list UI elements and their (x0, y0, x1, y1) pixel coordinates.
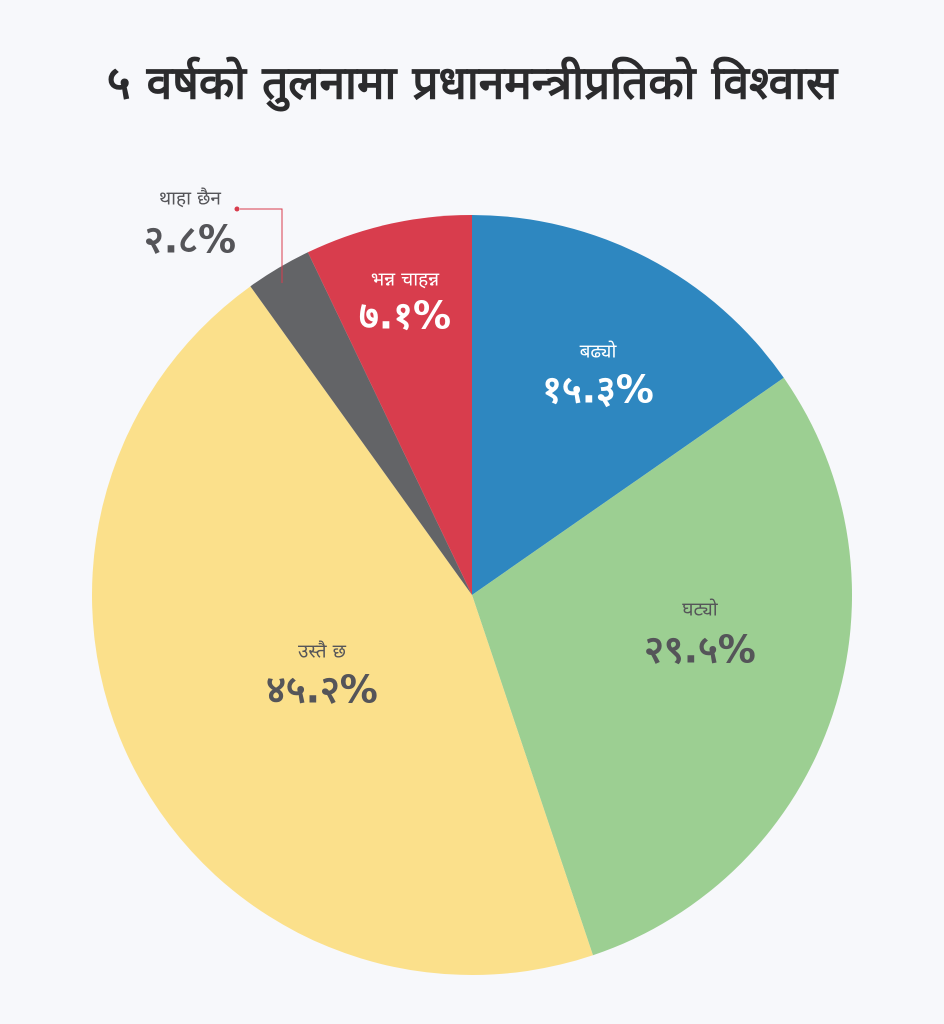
value-label: २९.५% (644, 628, 756, 672)
value-label: २.८% (144, 218, 236, 262)
slice-name: भन्न चाहन्न (371, 269, 440, 291)
leader-line (240, 208, 283, 283)
leader-dot (234, 206, 240, 212)
pie-slice (472, 215, 784, 595)
slice-name: उस्तै छ (298, 640, 347, 663)
value-label: १५.३% (542, 368, 654, 412)
chart-title: ५ वर्षको तुलनामा प्रधानमन्त्रीप्रतिको वि… (107, 56, 839, 113)
slice-name: बढ्यो (580, 340, 618, 363)
slice-name: घट्यो (682, 598, 719, 621)
pie-slice (472, 377, 852, 956)
value-label: ७.१% (359, 294, 451, 338)
pie (91, 215, 852, 976)
pie-slice (91, 286, 593, 976)
pie-slice (307, 215, 472, 595)
slice-name: थाहा छैन (159, 187, 221, 210)
pie-slice (250, 252, 472, 596)
labels: बढ्यो १५.३% घट्यो २९.५% उस्तै छ ४५.२% थाहा छैन… (144, 187, 756, 712)
value-label: ४५.२% (266, 668, 378, 712)
